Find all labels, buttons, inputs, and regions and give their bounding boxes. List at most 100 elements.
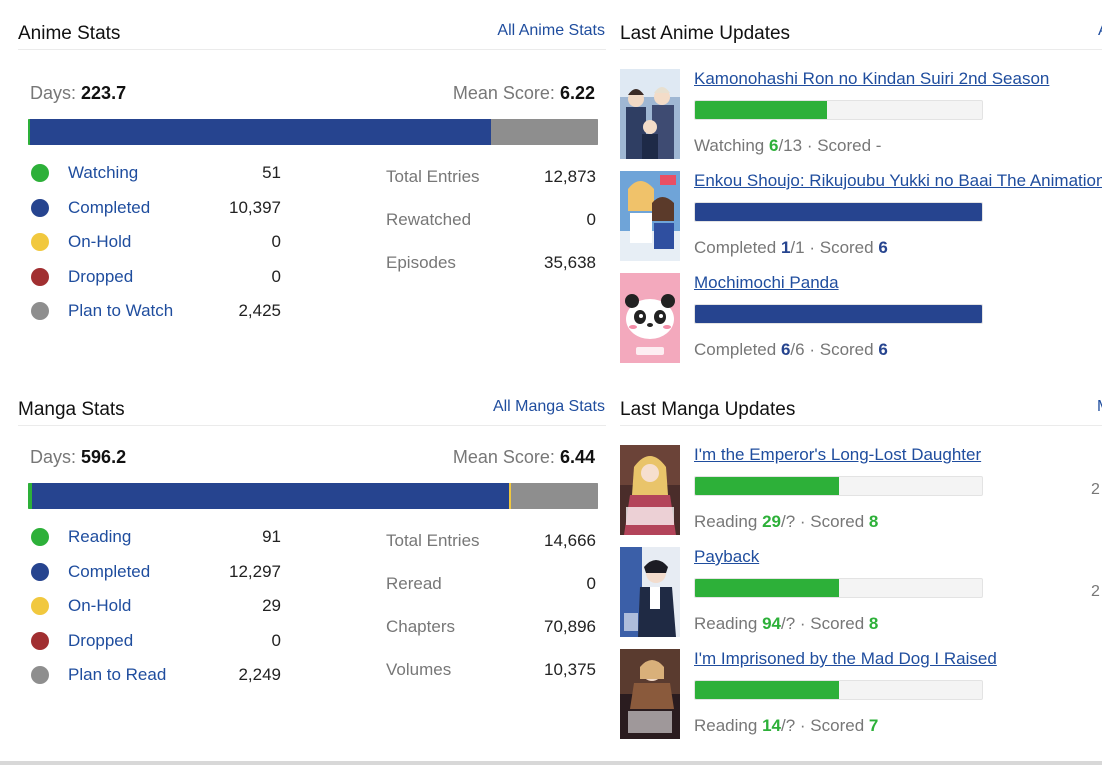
anime-days: Days: 223.7 <box>30 83 127 103</box>
summary-value: 0 <box>586 210 596 229</box>
progress-fill <box>695 579 839 597</box>
anime-update-item: Mochimochi Panda Completed 6/6 · Scored … <box>620 273 1102 365</box>
manga-update-date: 2 <box>1091 481 1100 498</box>
summary-label: Total Entries <box>386 531 480 550</box>
completed-dot-icon <box>31 199 49 217</box>
anime-update-title[interactable]: Enkou Shoujo: Rikujoubu Yukki no Baai Th… <box>694 171 1102 190</box>
manga-stats-divider <box>18 425 606 426</box>
anime-summary-episodes: Episodes 35,638 <box>386 252 596 276</box>
status-label[interactable]: Plan to Watch <box>68 301 174 320</box>
all-anime-stats-link[interactable]: All Anime Stats <box>497 22 605 39</box>
status-label[interactable]: On-Hold <box>68 232 132 251</box>
anime-status-plan-to-watch[interactable]: Plan to Watch 2,425 <box>31 300 281 324</box>
progress-fill <box>695 203 982 221</box>
last-manga-updates-title: Last Manga Updates <box>620 399 796 420</box>
anime-cover-thumbnail[interactable] <box>620 273 680 363</box>
progress-fill <box>695 681 839 699</box>
summary-value: 10,375 <box>544 660 596 679</box>
status-label[interactable]: Completed <box>68 198 151 217</box>
manga-updates-history-link[interactable]: M <box>1097 398 1102 416</box>
manga-mean-score: Mean Score: 6.44 <box>452 447 595 467</box>
manga-status-on-hold[interactable]: On-Hold 29 <box>31 595 281 619</box>
anime-status-completed[interactable]: Completed 10,397 <box>31 197 281 221</box>
manga-update-title[interactable]: I'm the Emperor's Long-Lost Daughter <box>694 445 982 464</box>
manga-status-dropped[interactable]: Dropped 0 <box>31 630 281 654</box>
anime-status-watching[interactable]: Watching 51 <box>31 162 281 186</box>
manga-cover-thumbnail[interactable] <box>620 649 680 739</box>
anime-update-progress-bar <box>694 100 983 120</box>
status-label[interactable]: Plan to Read <box>68 665 167 684</box>
anime-updates-divider <box>620 49 1102 50</box>
manga-update-title[interactable]: I'm Imprisoned by the Mad Dog I Raised <box>694 649 997 668</box>
anime-status-dropped[interactable]: Dropped 0 <box>31 266 281 290</box>
status-count: 0 <box>271 267 281 286</box>
anime-status-on-hold[interactable]: On-Hold 0 <box>31 231 281 255</box>
progress-fill <box>695 477 839 495</box>
status-label[interactable]: Completed <box>68 562 151 581</box>
summary-label: Chapters <box>386 617 455 636</box>
page-bottom-border <box>0 761 1102 765</box>
status-label[interactable]: Watching <box>68 163 139 182</box>
anime-update-title[interactable]: Mochimochi Panda <box>694 273 839 292</box>
status-count: 29 <box>262 596 281 615</box>
manga-update-date: 2 <box>1091 583 1100 600</box>
anime-update-meta: Completed 6/6 · Scored 6 <box>694 340 888 359</box>
anime-mean-score: Mean Score: 6.22 <box>452 83 595 103</box>
anime-update-meta: Watching 6/13 · Scored - <box>694 136 882 155</box>
manga-stats-bar <box>28 483 598 509</box>
manga-status-completed[interactable]: Completed 12,297 <box>31 561 281 585</box>
on-hold-dot-icon <box>31 597 49 615</box>
manga-update-item: I'm the Emperor's Long-Lost Daughter Rea… <box>620 445 1102 537</box>
manga-summary-reread: Reread 0 <box>386 573 596 597</box>
anime-cover-thumbnail[interactable] <box>620 171 680 261</box>
anime-stats-bar <box>28 119 598 145</box>
anime-bar-watching <box>28 119 31 145</box>
summary-label: Reread <box>386 574 442 593</box>
status-label[interactable]: On-Hold <box>68 596 132 615</box>
anime-stats-divider <box>18 49 606 50</box>
anime-update-progress-bar <box>694 202 983 222</box>
status-count: 91 <box>262 527 281 546</box>
manga-update-meta: Reading 29/? · Scored 8 <box>694 512 879 531</box>
manga-update-meta: Reading 94/? · Scored 8 <box>694 614 879 633</box>
status-label[interactable]: Reading <box>68 527 132 546</box>
anime-update-title[interactable]: Kamonohashi Ron no Kindan Suiri 2nd Seas… <box>694 69 1050 88</box>
plan-dot-icon <box>31 666 49 684</box>
dropped-dot-icon <box>31 268 49 286</box>
manga-update-progress-bar <box>694 476 983 496</box>
summary-value: 70,896 <box>544 617 596 636</box>
manga-bar-on-hold <box>508 483 511 509</box>
anime-summary-total-entries: Total Entries 12,873 <box>386 166 596 190</box>
anime-summary-rewatched: Rewatched 0 <box>386 209 596 233</box>
dropped-dot-icon <box>31 632 49 650</box>
manga-status-reading[interactable]: Reading 91 <box>31 526 281 550</box>
anime-update-meta: Completed 1/1 · Scored 6 <box>694 238 888 257</box>
manga-summary-chapters: Chapters 70,896 <box>386 616 596 640</box>
anime-update-item: Kamonohashi Ron no Kindan Suiri 2nd Seas… <box>620 69 1102 161</box>
anime-stats-title: Anime Stats <box>18 23 121 44</box>
manga-update-title[interactable]: Payback <box>694 547 760 566</box>
manga-bar-plan <box>510 483 598 509</box>
summary-value: 0 <box>586 574 596 593</box>
status-label[interactable]: Dropped <box>68 267 134 286</box>
summary-label: Total Entries <box>386 167 480 186</box>
anime-cover-thumbnail[interactable] <box>620 69 680 159</box>
manga-bar-completed <box>31 483 509 509</box>
watching-dot-icon <box>31 164 49 182</box>
manga-update-progress-bar <box>694 578 983 598</box>
manga-cover-thumbnail[interactable] <box>620 445 680 535</box>
manga-cover-thumbnail[interactable] <box>620 547 680 637</box>
anime-bar-completed <box>30 119 491 145</box>
status-count: 0 <box>271 232 281 251</box>
anime-update-item: Enkou Shoujo: Rikujoubu Yukki no Baai Th… <box>620 171 1102 263</box>
manga-update-progress-bar <box>694 680 983 700</box>
manga-status-plan-to-read[interactable]: Plan to Read 2,249 <box>31 664 281 688</box>
anime-updates-history-link[interactable]: A <box>1098 22 1102 40</box>
anime-bar-plan <box>490 119 598 145</box>
summary-label: Volumes <box>386 660 452 679</box>
manga-update-item: Payback Reading 94/? · Scored 8 2 <box>620 547 1102 639</box>
all-manga-stats-link[interactable]: All Manga Stats <box>492 398 605 415</box>
status-count: 51 <box>262 163 281 182</box>
status-label[interactable]: Dropped <box>68 631 134 650</box>
anime-update-progress-bar <box>694 304 983 324</box>
